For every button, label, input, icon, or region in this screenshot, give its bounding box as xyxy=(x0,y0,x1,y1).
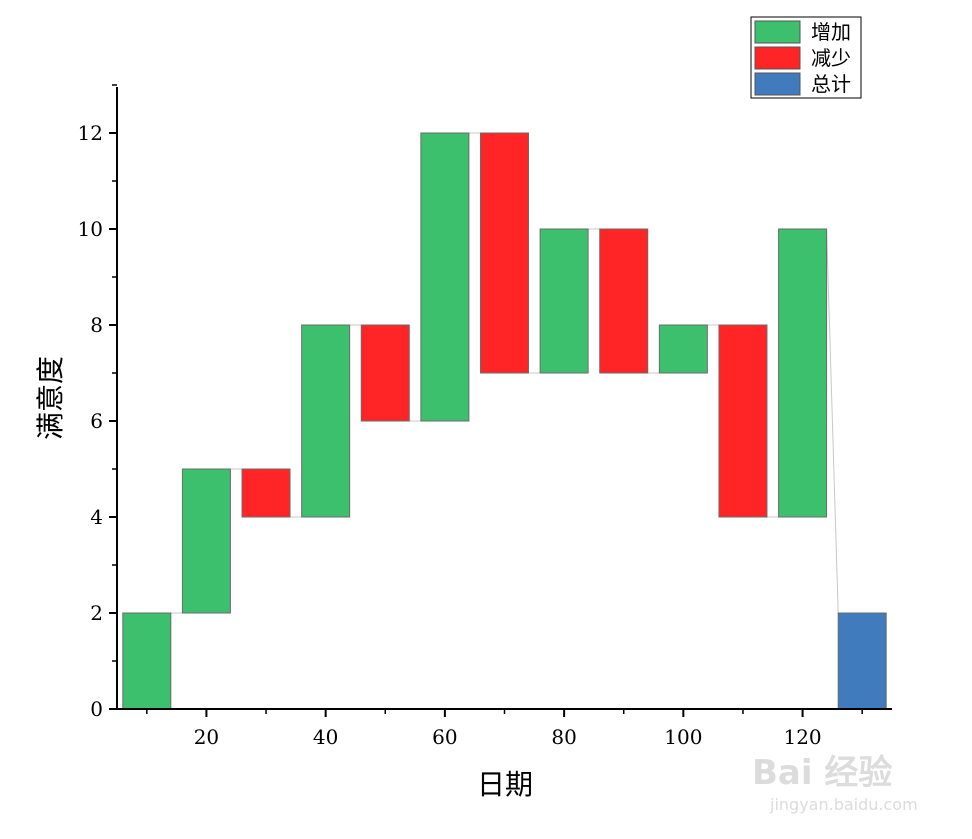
legend-swatch-total xyxy=(754,72,801,96)
x-axis-title: 日期 xyxy=(477,768,533,801)
y-ticks: 0 2 4 6 8 10 12 xyxy=(78,84,117,721)
connector-line xyxy=(826,228,839,614)
bar-increase-10 xyxy=(658,324,708,374)
legend-label-decrease: 减少 xyxy=(811,46,851,70)
bar-decrease-5 xyxy=(360,324,410,422)
legend-swatch-decrease xyxy=(754,46,801,70)
y-tick-label: 10 xyxy=(78,217,103,241)
bar-increase-2 xyxy=(181,468,231,614)
x-tick-label: 80 xyxy=(551,725,576,749)
bar-increase-8 xyxy=(539,228,589,374)
bar-increase-12 xyxy=(778,228,828,518)
y-tick-label: 8 xyxy=(90,313,103,337)
bar-increase-4 xyxy=(301,324,351,518)
y-tick-label: 0 xyxy=(90,697,103,721)
watermark-url-text: jingyan.baidu.com xyxy=(769,795,918,814)
x-ticks: 20 40 60 80 100 120 xyxy=(146,709,863,749)
legend-swatch-increase xyxy=(754,20,801,44)
x-tick-label: 20 xyxy=(194,725,219,749)
bar-increase-1 xyxy=(122,612,172,710)
watermark-logo-text: Bai 经验 xyxy=(752,753,892,793)
bar-decrease-9 xyxy=(599,228,649,374)
y-tick-label: 6 xyxy=(90,409,103,433)
legend-label-total: 总计 xyxy=(811,72,851,96)
x-tick-label: 120 xyxy=(783,725,821,749)
y-axis-title: 满意度 xyxy=(34,356,67,440)
x-tick-label: 100 xyxy=(664,725,702,749)
connector-lines xyxy=(170,132,839,614)
legend-label-increase: 增加 xyxy=(811,20,851,44)
bar-total-13 xyxy=(837,612,887,710)
bar-decrease-11 xyxy=(718,324,768,518)
bar-decrease-3 xyxy=(241,468,291,518)
watermark: Bai 经验 jingyan.baidu.com xyxy=(752,753,918,814)
legend: 增加 减少 总计 xyxy=(750,16,862,99)
x-tick-label: 60 xyxy=(432,725,457,749)
bar-decrease-7 xyxy=(480,132,529,374)
x-tick-label: 40 xyxy=(313,725,338,749)
chart-bars xyxy=(122,132,887,710)
y-tick-label: 2 xyxy=(90,601,103,625)
bar-increase-6 xyxy=(420,132,470,422)
y-tick-label: 12 xyxy=(78,121,103,145)
y-tick-label: 4 xyxy=(90,505,103,529)
